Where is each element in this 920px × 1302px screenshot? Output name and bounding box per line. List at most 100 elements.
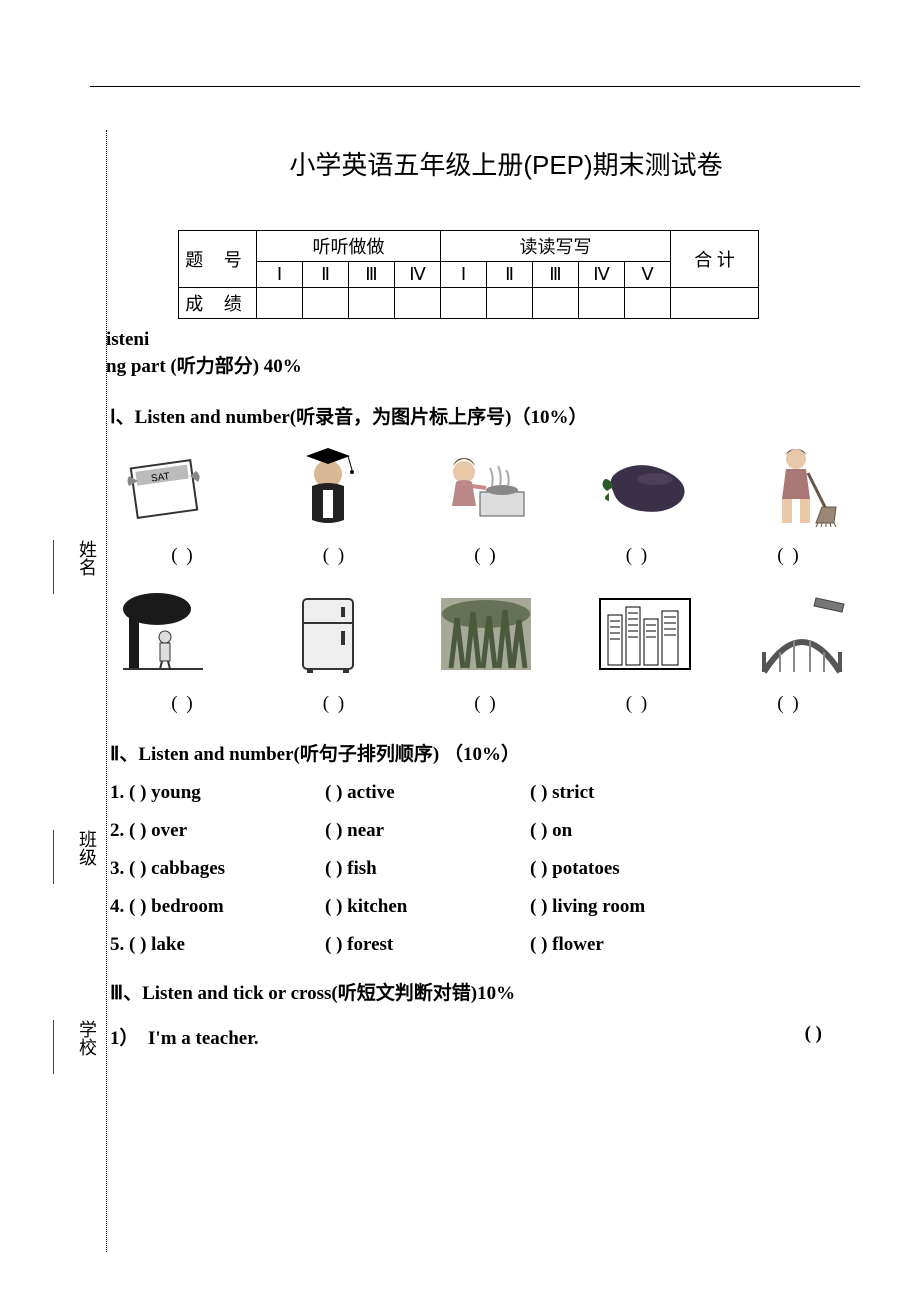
bridge-icon: [756, 594, 850, 674]
q2-col-a: 2. ( ) over: [110, 820, 325, 842]
forest-icon: [441, 598, 531, 670]
answer-blank[interactable]: ( ): [280, 693, 390, 715]
read-col-2: Ⅱ: [487, 262, 533, 288]
score-cell[interactable]: [349, 288, 395, 319]
score-cell[interactable]: [487, 288, 533, 319]
answer-blank[interactable]: ( ): [530, 858, 547, 879]
img-graduate: [273, 443, 383, 529]
answer-blank[interactable]: ( ): [734, 545, 844, 567]
answer-blank[interactable]: ( ): [129, 782, 146, 803]
score-cell[interactable]: [579, 288, 625, 319]
answer-blank[interactable]: ( ): [129, 820, 146, 841]
img-eggplant: [590, 443, 700, 529]
q2-col-a: 5. ( ) lake: [110, 934, 325, 956]
q2-col-b: ( ) forest: [325, 934, 530, 956]
group-listen-label: 听听做做: [257, 231, 441, 262]
img-city: [590, 591, 700, 677]
answer-blank[interactable]: ( ): [129, 934, 146, 955]
answer-blank[interactable]: ( ): [431, 545, 541, 567]
section2-items: 1. ( ) young( ) active( ) strict 2. ( ) o…: [110, 782, 862, 956]
label-class-text: 班级: [77, 830, 97, 866]
section3-header: Ⅲ、Listen and tick or cross(听短文判断对错)10%: [110, 978, 862, 1005]
score-cell[interactable]: [625, 288, 671, 319]
score-total-cell[interactable]: [671, 288, 759, 319]
q3-item1-text: 1） I'm a teacher.: [110, 1023, 259, 1050]
img-under-tree: [114, 591, 224, 677]
label-name-text: 姓名: [77, 540, 97, 576]
read-col-4: Ⅳ: [579, 262, 625, 288]
score-cell[interactable]: [395, 288, 441, 319]
answer-blank[interactable]: ( ): [530, 782, 547, 803]
answer-blank[interactable]: ( ): [129, 858, 146, 879]
listen-col-4: Ⅳ: [395, 262, 441, 288]
q2-col-a: 1. ( ) young: [110, 782, 325, 804]
img-bridge: [748, 591, 858, 677]
listening-suffix: ng part (听力部分) 40%: [106, 356, 302, 377]
binding-dotted-line: [106, 130, 107, 1252]
answer-blank[interactable]: ( ): [128, 545, 238, 567]
answer-blank[interactable]: ( ): [530, 820, 547, 841]
page-content: 小学英语五年级上册(PEP)期末测试卷 题 号 听听做做 读读写写 合 计 Ⅰ …: [110, 145, 862, 1068]
page-top-rule: [90, 86, 860, 87]
section3-item1: 1） I'm a teacher. ( ): [110, 1023, 862, 1050]
section1-images-row2: [110, 591, 862, 677]
answer-blank[interactable]: ( ): [280, 545, 390, 567]
q2-col-b: ( ) kitchen: [325, 896, 530, 918]
answer-blank[interactable]: ( ): [325, 858, 342, 879]
sweeping-icon: [764, 443, 842, 529]
answer-blank[interactable]: ( ): [128, 693, 238, 715]
q3-item1-num: 1）: [110, 1028, 139, 1049]
answer-blank[interactable]: ( ): [805, 1023, 822, 1050]
label-class: 班级＿＿＿: [48, 830, 100, 884]
section2-row: 2. ( ) over( ) near( ) on: [110, 820, 862, 842]
q2-col-b: ( ) fish: [325, 858, 530, 880]
score-cell[interactable]: [303, 288, 349, 319]
q2-col-c: ( ) living room: [530, 896, 750, 918]
group-readwrite-label: 读读写写: [441, 231, 671, 262]
fridge-icon: [293, 593, 363, 675]
score-cell[interactable]: [533, 288, 579, 319]
q2-col-c: ( ) flower: [530, 934, 750, 956]
section2-row: 1. ( ) young( ) active( ) strict: [110, 782, 862, 804]
tree-icon: [123, 593, 215, 675]
label-name: 姓名＿＿＿: [48, 540, 100, 594]
calendar-icon: SAT: [124, 446, 214, 526]
img-calendar-sat: SAT: [114, 443, 224, 529]
listen-col-1: Ⅰ: [257, 262, 303, 288]
total-col-label: 合 计: [671, 231, 759, 288]
answer-blank[interactable]: ( ): [325, 820, 342, 841]
answer-blank[interactable]: ( ): [325, 934, 342, 955]
answer-blank[interactable]: ( ): [325, 782, 342, 803]
q2-col-a: 3. ( ) cabbages: [110, 858, 325, 880]
img-sweeping: [748, 443, 858, 529]
section1-images-row1: SAT: [110, 443, 862, 529]
read-col-3: Ⅲ: [533, 262, 579, 288]
score-table: 题 号 听听做做 读读写写 合 计 Ⅰ Ⅱ Ⅲ Ⅳ Ⅰ Ⅱ Ⅲ Ⅳ Ⅴ 成 绩: [178, 230, 759, 319]
section2-row: 3. ( ) cabbages( ) fish( ) potatoes: [110, 858, 862, 880]
listening-prefix-wrap: isteni: [106, 329, 149, 350]
q2-col-b: ( ) near: [325, 820, 530, 842]
score-cell[interactable]: [257, 288, 303, 319]
img-cooking: [431, 443, 541, 529]
col-header-number: 题 号: [179, 231, 257, 288]
section1-parens-row1: ( ) ( ) ( ) ( ) ( ): [110, 545, 862, 567]
cooking-icon: [442, 446, 530, 526]
answer-blank[interactable]: ( ): [583, 693, 693, 715]
city-icon: [598, 597, 692, 671]
q2-col-c: ( ) on: [530, 820, 750, 842]
section2-row: 4. ( ) bedroom( ) kitchen( ) living room: [110, 896, 862, 918]
read-col-1: Ⅰ: [441, 262, 487, 288]
answer-blank[interactable]: ( ): [734, 693, 844, 715]
score-cell[interactable]: [441, 288, 487, 319]
q3-item1-content: I'm a teacher.: [148, 1028, 259, 1049]
answer-blank[interactable]: ( ): [325, 896, 342, 917]
exam-title: 小学英语五年级上册(PEP)期末测试卷: [150, 145, 862, 182]
section2-header: Ⅱ、Listen and number(听句子排列顺序) （10%）: [110, 739, 862, 766]
answer-blank[interactable]: ( ): [583, 545, 693, 567]
answer-blank[interactable]: ( ): [530, 896, 547, 917]
graduate-icon: [288, 444, 368, 528]
q2-col-b: ( ) active: [325, 782, 530, 804]
answer-blank[interactable]: ( ): [129, 896, 146, 917]
answer-blank[interactable]: ( ): [530, 934, 547, 955]
answer-blank[interactable]: ( ): [431, 693, 541, 715]
